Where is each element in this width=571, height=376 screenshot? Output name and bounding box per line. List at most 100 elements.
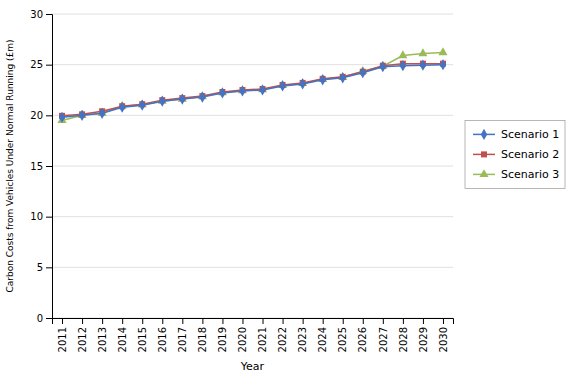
x-tick-mark (323, 318, 324, 324)
x-tick-mark (202, 318, 203, 324)
x-tick-label: 2013 (97, 327, 108, 352)
x-tick-mark (443, 318, 444, 324)
x-tick-label: 2028 (398, 327, 409, 352)
x-tick-mark (62, 318, 63, 324)
y-tick-mark (46, 115, 52, 116)
grid-line (52, 216, 453, 217)
y-tick-label: 20 (30, 110, 43, 121)
x-tick-label: 2011 (57, 327, 68, 352)
y-tick-label: 25 (30, 59, 43, 70)
legend-swatch-marker (479, 169, 488, 177)
y-tick: 20 (30, 110, 52, 121)
grid-line (52, 166, 453, 167)
y-tick-label: 0 (37, 313, 43, 324)
point (239, 85, 245, 96)
legend-item: Scenario 2 (473, 148, 559, 161)
legend-swatch-marker (481, 151, 487, 157)
x-tick-label: 2014 (117, 327, 128, 352)
point (119, 102, 125, 113)
x-tick-label: 2027 (378, 327, 389, 352)
x-tick: 2012 (77, 318, 88, 352)
point (360, 67, 366, 78)
point (380, 61, 386, 72)
series (57, 47, 447, 123)
x-tick: 2014 (117, 318, 128, 352)
x-tick-mark (162, 318, 163, 324)
legend-item: Scenario 3 (473, 168, 559, 181)
x-tick-label: 2020 (237, 327, 248, 352)
legend-label: Scenario 2 (501, 148, 559, 161)
x-tick-label: 2021 (257, 327, 268, 352)
legend-label: Scenario 1 (501, 128, 559, 141)
point (319, 74, 325, 85)
point (139, 100, 145, 111)
x-tick-label: 2015 (137, 327, 148, 352)
x-tick-mark (263, 318, 264, 324)
x-tick: 2028 (398, 318, 409, 352)
point (420, 60, 426, 71)
x-tick: 2018 (197, 318, 208, 352)
x-tick-mark (283, 318, 284, 324)
y-tick: 15 (30, 161, 52, 172)
x-tick-label: 2029 (418, 327, 429, 352)
grid-line (52, 14, 453, 15)
x-tick: 2023 (297, 318, 308, 352)
x-tick: 2019 (217, 318, 228, 352)
x-tick: 2015 (137, 318, 148, 352)
x-tick-label: 2012 (77, 327, 88, 352)
x-tick-mark (82, 318, 83, 324)
y-tick-mark (46, 267, 52, 268)
x-tick-label: 2022 (277, 327, 288, 352)
point (259, 84, 265, 95)
x-axis: 2011 2012 2013 2014 2015 2016 2017 2018 2019 2020… (53, 318, 454, 352)
point (219, 87, 225, 98)
x-tick-mark (383, 318, 384, 324)
x-tick: 2013 (97, 318, 108, 352)
x-tick-mark (142, 318, 143, 324)
point (79, 110, 85, 121)
y-tick-mark (46, 65, 52, 66)
y-tick: 30 (30, 9, 52, 20)
x-tick-mark (122, 318, 123, 324)
x-tick: 2029 (418, 318, 429, 352)
y-axis-line (46, 15, 53, 319)
x-tick-mark (343, 318, 344, 324)
legend: Scenario 1 Scenario 2 Scenario 3 (465, 120, 565, 188)
x-tick-mark (182, 318, 183, 324)
x-tick-label: 2023 (297, 327, 308, 352)
series (59, 59, 446, 123)
x-tick: 2030 (438, 318, 449, 352)
x-tick-label: 2019 (217, 327, 228, 352)
y-tick-label: 10 (30, 211, 43, 222)
plot-area (57, 47, 447, 123)
y-tick-mark (46, 217, 52, 218)
x-tick: 2024 (317, 318, 328, 352)
x-tick: 2017 (177, 318, 188, 352)
x-tick-mark (423, 318, 424, 324)
y-tick-label: 30 (30, 9, 43, 20)
x-tick: 2011 (57, 318, 68, 352)
grid-line (52, 115, 453, 116)
x-tick-label: 2025 (337, 327, 348, 352)
x-tick: 2025 (337, 318, 348, 352)
x-axis-title: Year (240, 360, 265, 373)
x-tick-mark (303, 318, 304, 324)
legend-item: Scenario 1 (473, 128, 559, 141)
x-tick-label: 2016 (157, 327, 168, 352)
legend-frame (465, 120, 565, 188)
x-tick: 2021 (257, 318, 268, 352)
y-tick: 25 (30, 59, 52, 70)
x-tick-label: 2017 (177, 327, 188, 352)
series-line (62, 65, 443, 118)
point (59, 112, 65, 123)
x-tick: 2026 (357, 318, 368, 352)
point (438, 47, 447, 55)
y-tick-mark (46, 318, 52, 319)
point (299, 78, 305, 89)
chart: 2011201220132014201520162017201820192020… (0, 0, 571, 376)
x-tick: 2022 (277, 318, 288, 352)
point (398, 50, 407, 58)
grid-line (52, 267, 453, 268)
x-tick: 2016 (157, 318, 168, 352)
y-tick: 0 (37, 313, 52, 324)
